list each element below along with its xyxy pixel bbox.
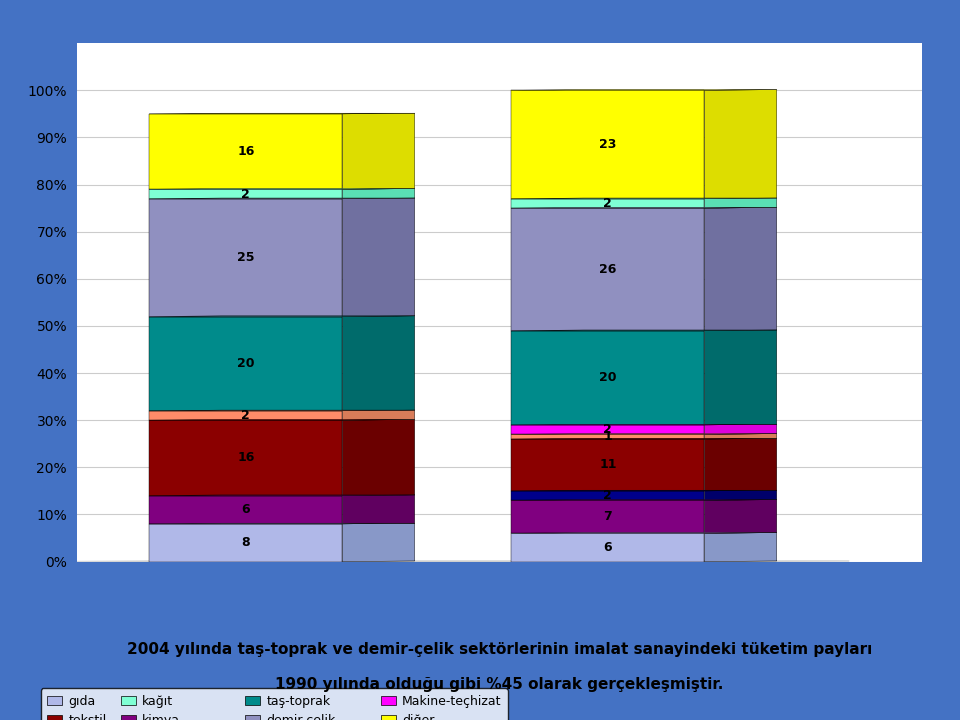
Text: 2: 2: [604, 197, 612, 210]
Polygon shape: [705, 89, 777, 199]
Text: 1990 yılında olduğu gibi %45 olarak gerçekleşmiştir.: 1990 yılında olduğu gibi %45 olarak gerç…: [275, 677, 724, 691]
Text: 2: 2: [241, 187, 251, 200]
Bar: [512, 439, 705, 491]
Polygon shape: [705, 490, 777, 500]
Text: 20: 20: [599, 372, 616, 384]
Text: 7: 7: [604, 510, 612, 523]
Polygon shape: [343, 495, 415, 524]
Polygon shape: [705, 438, 777, 491]
Text: 2: 2: [604, 489, 612, 502]
Text: 26: 26: [599, 263, 616, 276]
Bar: [512, 330, 705, 425]
Text: 16: 16: [237, 145, 254, 158]
Polygon shape: [343, 189, 415, 199]
Polygon shape: [343, 420, 415, 495]
Text: 11: 11: [599, 459, 616, 472]
Bar: [149, 411, 343, 420]
Polygon shape: [705, 198, 777, 208]
Text: 2: 2: [604, 423, 612, 436]
Polygon shape: [705, 207, 777, 330]
Bar: [149, 199, 343, 317]
Polygon shape: [705, 500, 777, 534]
Text: 6: 6: [604, 541, 612, 554]
Bar: [149, 420, 343, 495]
Bar: [512, 425, 705, 434]
Bar: [149, 317, 343, 411]
Text: 8: 8: [242, 536, 250, 549]
Bar: [512, 534, 705, 562]
Bar: [149, 114, 343, 189]
Bar: [512, 199, 705, 208]
Text: 1: 1: [604, 431, 612, 444]
Bar: [512, 208, 705, 330]
Polygon shape: [343, 113, 415, 189]
Text: 16: 16: [237, 451, 254, 464]
Bar: [149, 495, 343, 524]
Text: 2: 2: [241, 409, 251, 422]
Polygon shape: [705, 533, 777, 562]
Legend: gıda, tekstil, orman, kağıt, kimya, kauçuk-plastik, taş-toprak, demir-çelik, dem: gıda, tekstil, orman, kağıt, kimya, kauç…: [41, 688, 508, 720]
Bar: [149, 524, 343, 562]
Bar: [512, 434, 705, 439]
Polygon shape: [343, 523, 415, 562]
Polygon shape: [705, 424, 777, 434]
Bar: [512, 500, 705, 534]
Polygon shape: [343, 198, 415, 317]
Bar: [512, 491, 705, 500]
Text: 6: 6: [242, 503, 250, 516]
Text: 23: 23: [599, 138, 616, 151]
Polygon shape: [705, 433, 777, 439]
Bar: [149, 189, 343, 199]
Polygon shape: [705, 330, 777, 425]
Polygon shape: [343, 410, 415, 420]
Text: 25: 25: [237, 251, 254, 264]
Text: 20: 20: [237, 357, 254, 370]
Text: 2004 yılında taş-toprak ve demir-çelik sektörlerinin imalat sanayindeki tüketim : 2004 yılında taş-toprak ve demir-çelik s…: [127, 642, 872, 657]
Bar: [512, 90, 705, 199]
Polygon shape: [343, 316, 415, 411]
